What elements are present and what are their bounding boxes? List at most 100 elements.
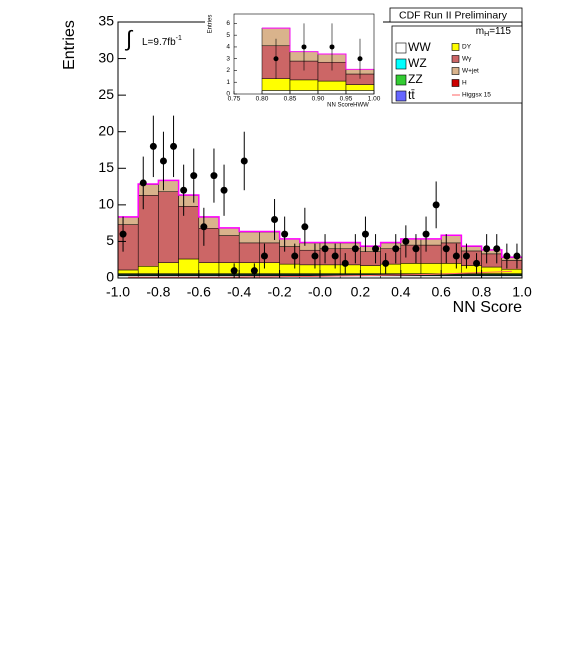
legend-swatch	[395, 90, 407, 102]
histogram-segment	[137, 195, 159, 267]
x-tick-label: 0.8	[472, 284, 492, 300]
histogram-segment	[440, 263, 462, 274]
data-point	[357, 56, 363, 62]
lumi-text: L=9.7fb	[142, 37, 176, 48]
data-point	[432, 201, 440, 209]
legend-swatch	[451, 79, 460, 87]
data-point	[412, 245, 420, 253]
histogram-segment	[218, 228, 240, 236]
y-tick-label: 3	[226, 55, 230, 62]
data-point	[503, 252, 511, 260]
legend-label: WW	[408, 40, 431, 54]
histogram-segment	[117, 269, 139, 274]
data-point	[139, 179, 147, 187]
data-point	[200, 223, 208, 231]
y-tick-label: 1	[226, 79, 230, 86]
histogram-segment	[238, 231, 260, 244]
histogram-segment	[158, 180, 179, 192]
data-point	[260, 252, 268, 260]
y-tick-label: 5	[226, 32, 230, 39]
y-tick-label: 30	[98, 49, 114, 65]
data-point	[321, 245, 329, 253]
y-tick-label: 4	[226, 44, 230, 51]
data-point	[149, 142, 157, 150]
histogram-segment	[259, 262, 280, 274]
data-point	[271, 215, 279, 223]
legend-label: H	[462, 80, 467, 87]
y-axis-label: Entries	[61, 20, 78, 70]
y-tick-label: 10	[98, 196, 114, 212]
histogram-segment	[420, 263, 442, 274]
data-point	[442, 245, 450, 253]
histogram-segment	[420, 238, 442, 246]
legend-label: tt̄	[408, 88, 415, 102]
histogram-segment	[299, 264, 321, 274]
data-point	[361, 230, 369, 238]
x-tick-label: -0.0	[308, 284, 332, 300]
histogram-segment	[218, 235, 240, 263]
data-point	[210, 172, 218, 180]
frame	[233, 13, 375, 95]
lumi-sup: -1	[176, 35, 182, 42]
data-point	[170, 142, 178, 150]
integral: ∫	[124, 26, 134, 51]
legend-label: W+jet	[462, 68, 479, 75]
histogram-segment	[259, 231, 280, 244]
legend-swatch	[451, 55, 460, 63]
data-point	[329, 44, 335, 50]
y-tick-label: 2	[226, 67, 230, 74]
stack-outline	[118, 179, 522, 258]
histogram-segment	[317, 90, 347, 95]
x-tick-label: 0.75	[228, 96, 241, 103]
histogram-segment	[345, 84, 375, 91]
y-tick-label: 35	[98, 13, 114, 29]
x-tick-label: -0.4	[227, 284, 251, 300]
data-point	[311, 252, 319, 260]
histogram-segment	[238, 242, 260, 263]
data-point	[392, 245, 400, 253]
x-tick-label: 0.2	[351, 284, 371, 300]
histogram-segment	[289, 90, 319, 95]
histogram-segment	[299, 242, 321, 251]
legend-box	[391, 25, 523, 104]
x-tick-label: -1.0	[106, 284, 130, 300]
x-axis-label: NN ScoreHWW	[327, 103, 369, 109]
data-point	[190, 172, 198, 180]
histogram-segment	[117, 217, 139, 225]
mass-m: m	[476, 26, 484, 37]
y-tick-label: 5	[106, 232, 114, 248]
data-point	[341, 259, 349, 267]
data-point	[372, 245, 380, 253]
data-point	[513, 252, 521, 260]
histogram-segment	[279, 263, 301, 274]
data-point	[422, 230, 430, 238]
histogram-segment	[440, 235, 462, 244]
y-axis-label: Entries	[208, 15, 214, 34]
legend-swatch	[451, 43, 460, 51]
stack-outline	[262, 27, 374, 70]
data-point	[240, 157, 248, 165]
histogram-segment	[137, 266, 159, 274]
mass-label: mH=115	[476, 26, 512, 38]
data-point	[159, 157, 167, 165]
y-tick-label: 6	[226, 20, 230, 27]
legend-label: ZZ	[408, 72, 423, 86]
data-point	[220, 186, 228, 194]
histogram-segment	[198, 262, 220, 274]
histogram-segment	[345, 90, 375, 95]
x-tick-label: 0.80	[256, 96, 269, 103]
x-tick-label: -0.2	[268, 284, 292, 300]
x-tick-label: -0.6	[187, 284, 211, 300]
histogram-segment	[360, 251, 381, 266]
histogram-segment	[279, 238, 301, 247]
x-tick-label: -0.8	[146, 284, 170, 300]
legend-swatch	[395, 42, 407, 54]
histogram-segment	[198, 228, 220, 263]
x-tick-label: 0.4	[391, 284, 411, 300]
histogram-segment	[420, 244, 442, 264]
data-point	[291, 252, 299, 260]
data-point	[473, 259, 481, 267]
histogram-segment	[400, 263, 422, 274]
histogram-segment	[360, 265, 381, 274]
